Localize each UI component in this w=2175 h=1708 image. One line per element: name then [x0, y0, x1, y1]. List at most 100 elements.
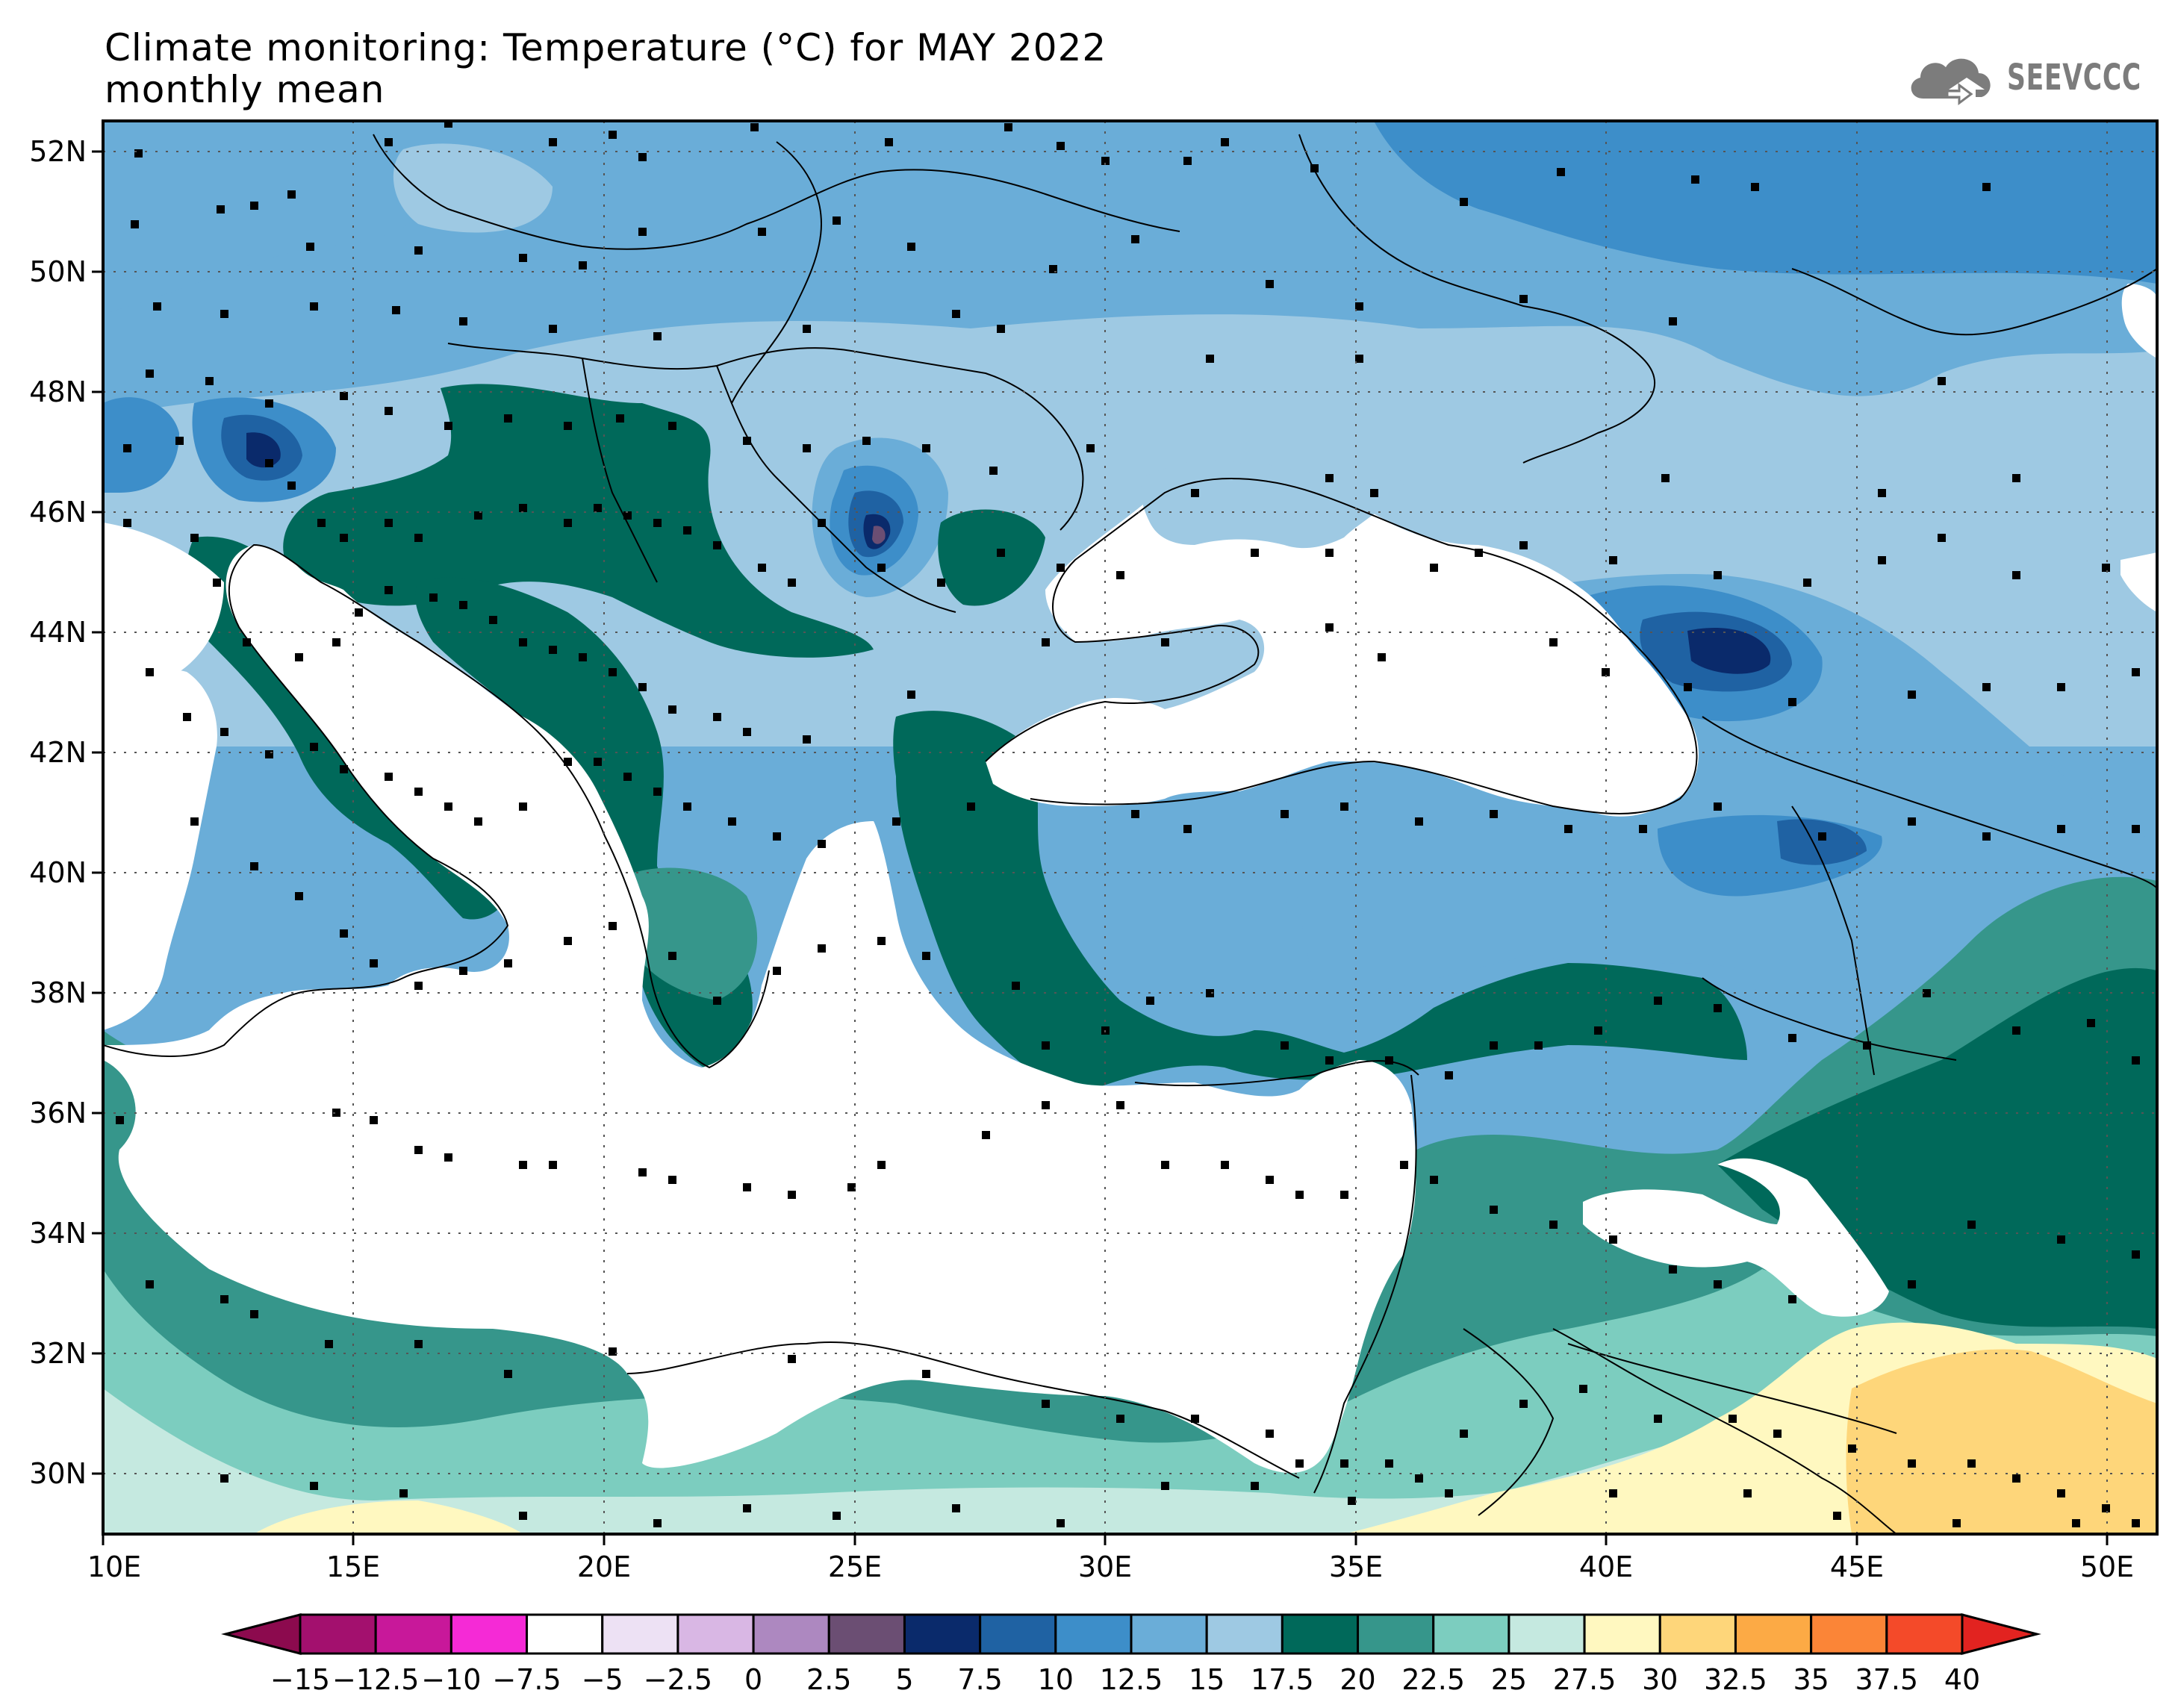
- map-frame: [102, 119, 2159, 1536]
- station-marker: [1415, 817, 1423, 826]
- station-marker: [1729, 1415, 1737, 1423]
- colorbar-label: 15: [1189, 1663, 1225, 1696]
- station-marker: [265, 459, 273, 467]
- station-marker: [1743, 1489, 1752, 1497]
- station-marker: [131, 220, 139, 228]
- station-marker: [1251, 1482, 1259, 1490]
- station-marker: [922, 444, 930, 452]
- station-marker: [1982, 832, 1991, 841]
- station-marker: [2072, 1519, 2080, 1527]
- station-marker: [444, 422, 452, 430]
- colorbar-label: 37.5: [1855, 1663, 1919, 1696]
- station-marker: [877, 564, 886, 572]
- station-marker: [653, 788, 662, 796]
- station-marker: [1266, 280, 1274, 288]
- station-marker: [519, 638, 527, 646]
- station-marker: [862, 437, 871, 445]
- station-marker: [1057, 1519, 1065, 1527]
- station-marker: [295, 892, 303, 900]
- station-marker: [2132, 825, 2140, 833]
- colorbar-label: −7.5: [492, 1663, 561, 1696]
- station-marker: [1266, 1430, 1274, 1438]
- station-marker: [638, 683, 647, 691]
- station-marker: [2132, 668, 2140, 676]
- colorbar-label: −12.5: [332, 1663, 419, 1696]
- station-marker: [743, 1183, 751, 1191]
- colorbar-swatch: [1054, 1613, 1133, 1655]
- station-marker: [1131, 810, 1139, 818]
- station-marker: [123, 444, 131, 452]
- station-marker: [504, 959, 512, 967]
- station-marker: [653, 332, 662, 340]
- station-marker: [489, 616, 497, 624]
- station-marker: [1057, 142, 1065, 150]
- station-marker: [519, 802, 527, 811]
- colorbar-label: −15: [270, 1663, 330, 1696]
- station-marker: [989, 467, 998, 475]
- station-marker: [1549, 638, 1558, 646]
- station-marker: [175, 437, 184, 445]
- station-marker: [153, 302, 161, 311]
- station-marker: [892, 817, 900, 826]
- station-marker: [2012, 571, 2020, 579]
- station-marker: [653, 1519, 662, 1527]
- station-marker: [1982, 683, 1991, 691]
- station-marker: [1161, 1482, 1169, 1490]
- station-marker: [1183, 825, 1192, 833]
- station-marker: [385, 773, 393, 781]
- station-marker: [1803, 579, 1811, 587]
- station-marker: [1295, 1191, 1304, 1199]
- lat-labels: 52N 50N 48N 46N 44N 42N 40N 38N 36N 34N …: [29, 135, 87, 1490]
- station-marker: [1908, 691, 1916, 699]
- station-marker: [668, 422, 676, 430]
- station-marker: [758, 564, 766, 572]
- colorbar-swatch: [903, 1613, 982, 1655]
- station-marker: [123, 519, 131, 527]
- lat-label: 36N: [29, 1097, 87, 1129]
- station-marker: [1206, 355, 1214, 363]
- contour-32-5: [1846, 1349, 2157, 1534]
- station-marker: [1325, 474, 1334, 482]
- station-marker: [609, 1347, 617, 1356]
- colorbar-label: 7.5: [957, 1663, 1002, 1696]
- station-marker: [683, 526, 691, 534]
- desert-gap: [1583, 1158, 1889, 1317]
- station-marker: [2057, 1235, 2065, 1244]
- colorbar-swatch: [449, 1613, 529, 1655]
- station-marker: [594, 758, 602, 766]
- station-marker: [1594, 1026, 1602, 1035]
- station-marker: [310, 743, 318, 751]
- station-marker: [1385, 1056, 1393, 1065]
- station-marker: [623, 773, 632, 781]
- lon-label: 40E: [1579, 1550, 1633, 1583]
- station-marker: [1908, 817, 1916, 826]
- station-marker: [788, 1355, 796, 1363]
- station-marker: [623, 511, 632, 520]
- station-marker: [1564, 825, 1572, 833]
- station-marker: [818, 944, 826, 953]
- colorbar-swatch: [299, 1613, 377, 1655]
- station-marker: [190, 817, 199, 826]
- station-marker: [609, 922, 617, 930]
- station-marker: [579, 261, 587, 269]
- station-marker: [220, 1474, 228, 1483]
- colorbar-label: 2.5: [806, 1663, 851, 1696]
- station-marker: [2057, 683, 2065, 691]
- station-marker: [549, 138, 557, 146]
- lon-label: 45E: [1830, 1550, 1884, 1583]
- colorbar-swatch: [1281, 1613, 1360, 1655]
- station-marker: [1848, 1444, 1856, 1453]
- map-title: Climate monitoring: Temperature (°C) for…: [105, 26, 1107, 69]
- lon-label: 10E: [87, 1550, 141, 1583]
- station-marker: [668, 1176, 676, 1184]
- station-marker: [564, 422, 572, 430]
- station-marker: [2012, 1026, 2020, 1035]
- station-marker: [146, 1280, 154, 1288]
- station-marker: [1609, 1235, 1617, 1244]
- station-marker: [885, 138, 893, 146]
- station-marker: [1430, 564, 1438, 572]
- station-marker: [183, 713, 191, 721]
- station-marker: [2012, 474, 2020, 482]
- station-marker: [713, 713, 721, 721]
- station-marker: [818, 840, 826, 848]
